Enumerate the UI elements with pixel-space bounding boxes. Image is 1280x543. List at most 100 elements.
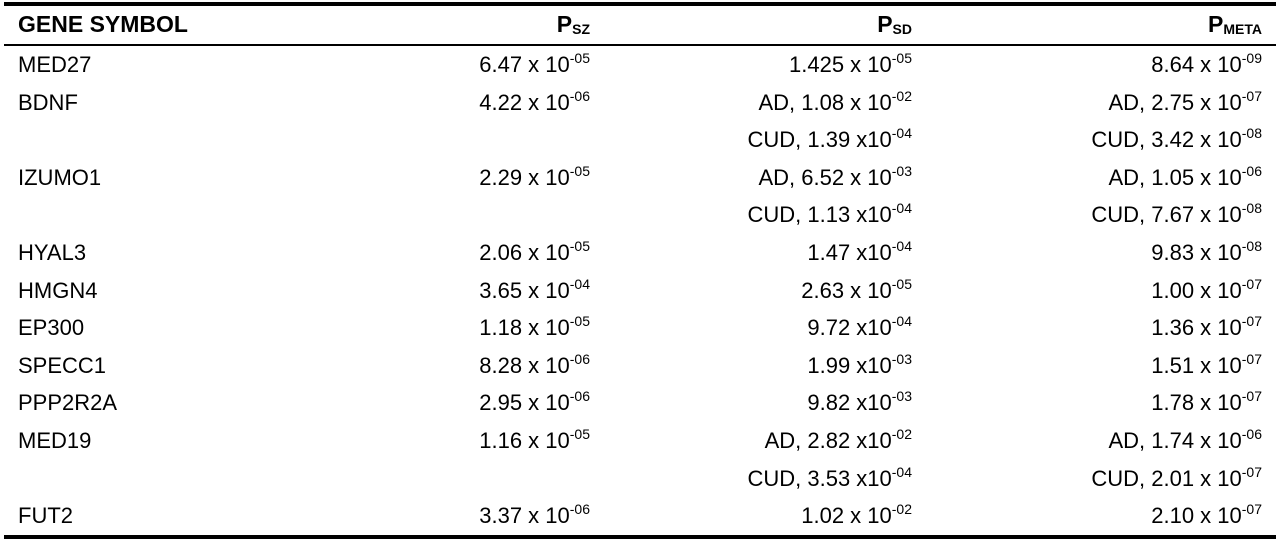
- header-gene: GENE SYMBOL: [18, 11, 188, 37]
- exponent: -05: [569, 313, 590, 330]
- mantissa: CUD, 2.01 x 10: [1091, 465, 1242, 491]
- exponent: -09: [1241, 50, 1262, 66]
- exponent: -07: [1241, 313, 1262, 330]
- p-sd: CUD, 1.39 x10-04: [747, 121, 912, 161]
- exponent: -03: [891, 162, 912, 179]
- p-sz: 1.16 x 10-05: [479, 422, 590, 462]
- p-sd: AD, 1.08 x 10-02: [758, 84, 912, 124]
- p-sd: 1.02 x 10-02: [801, 497, 912, 537]
- p-meta: CUD, 7.67 x 10-08: [1091, 196, 1262, 236]
- mantissa: 2.95 x 10: [479, 390, 570, 416]
- p-meta: CUD, 2.01 x 10-07: [1091, 460, 1262, 500]
- p-sd: 1.99 x10-03: [807, 347, 912, 387]
- exponent: -06: [569, 501, 590, 518]
- exponent: -05: [569, 238, 590, 254]
- exponent: -07: [1241, 87, 1262, 104]
- mantissa: 2.06 x 10: [479, 240, 570, 265]
- p-sd: CUD, 1.13 x10-04: [747, 196, 912, 236]
- p-meta: 1.78 x 10-07: [1151, 384, 1262, 424]
- mantissa: 9.83 x 10: [1151, 240, 1242, 265]
- mantissa: 2.63 x 10: [801, 277, 892, 303]
- gene-symbol: PPP2R2A: [18, 390, 118, 416]
- header-subscript: SD: [892, 21, 912, 37]
- mantissa: 6.47 x 10: [479, 52, 570, 77]
- mantissa: AD, 2.75 x 10: [1108, 89, 1242, 115]
- exponent: -04: [891, 463, 912, 480]
- gene-symbol: MED19: [18, 428, 92, 453]
- exponent: -05: [891, 50, 912, 66]
- gene-symbol: HYAL3: [18, 240, 87, 265]
- mantissa: CUD, 1.39 x10: [747, 127, 892, 153]
- p-meta: 9.83 x 10-08: [1151, 234, 1262, 274]
- exponent: -03: [891, 350, 912, 367]
- mantissa: CUD, 3.53 x10: [747, 465, 892, 491]
- p-meta: AD, 2.75 x 10-07: [1108, 84, 1262, 124]
- p-sz: 8.28 x 10-06: [479, 347, 590, 387]
- exponent: -03: [891, 388, 912, 405]
- mantissa: 1.47 x10: [807, 240, 892, 265]
- p-sz: 4.22 x 10-06: [479, 84, 590, 124]
- p-sz: 2.06 x 10-05: [479, 234, 590, 274]
- mantissa: 1.02 x 10: [801, 503, 892, 529]
- header-p: P: [556, 11, 573, 37]
- mantissa: 2.29 x 10: [479, 164, 570, 190]
- p-sd: 1.47 x10-04: [807, 234, 912, 274]
- p-sd: AD, 2.82 x10-02: [765, 422, 912, 462]
- exponent: -07: [1241, 463, 1262, 480]
- exponent: -04: [891, 313, 912, 330]
- gene-symbol: EP300: [18, 315, 85, 341]
- p-sd: AD, 6.52 x 10-03: [758, 159, 912, 199]
- p-sz: 3.37 x 10-06: [479, 497, 590, 537]
- p-sz: 1.18 x 10-05: [479, 309, 590, 349]
- exponent: -07: [1241, 350, 1262, 367]
- exponent: -05: [569, 162, 590, 179]
- p-sd: 9.72 x10-04: [807, 309, 912, 349]
- p-meta: AD, 1.05 x 10-06: [1108, 159, 1262, 199]
- mantissa: 1.00 x 10: [1151, 277, 1242, 303]
- exponent: -08: [1241, 200, 1262, 217]
- gene-symbol: HMGN4: [18, 277, 98, 303]
- header-psd: PSD: [877, 6, 912, 46]
- p-sd: 9.82 x10-03: [807, 384, 912, 424]
- gene-symbol: MED27: [18, 52, 92, 77]
- mantissa: 1.36 x 10: [1151, 315, 1242, 341]
- exponent: -05: [569, 426, 590, 442]
- gene-symbol: BDNF: [18, 89, 78, 115]
- mantissa: AD, 1.74 x 10: [1108, 428, 1242, 453]
- exponent: -02: [891, 501, 912, 518]
- mantissa: 1.78 x 10: [1151, 390, 1242, 416]
- mantissa: 9.72 x10: [807, 315, 892, 341]
- header-rule: [4, 44, 1276, 46]
- p-meta: 1.51 x 10-07: [1151, 347, 1262, 387]
- p-sd: CUD, 3.53 x10-04: [747, 460, 912, 500]
- exponent: -06: [569, 350, 590, 367]
- exponent: -04: [569, 275, 590, 292]
- exponent: -08: [1241, 125, 1262, 142]
- mantissa: 1.99 x10: [807, 352, 892, 378]
- mantissa: 3.37 x 10: [479, 503, 570, 529]
- exponent: -06: [1241, 162, 1262, 179]
- p-sd: 1.425 x 10-05: [789, 46, 912, 86]
- bottom-rule: [4, 535, 1276, 539]
- mantissa: CUD, 7.67 x 10: [1091, 202, 1242, 228]
- exponent: -07: [1241, 275, 1262, 292]
- p-meta: 1.36 x 10-07: [1151, 309, 1262, 349]
- exponent: -05: [569, 50, 590, 66]
- p-sz: 2.29 x 10-05: [479, 159, 590, 199]
- top-rule: [4, 2, 1276, 6]
- exponent: -07: [1241, 501, 1262, 518]
- mantissa: 9.82 x10: [807, 390, 892, 416]
- header-pmeta: PMETA: [1208, 6, 1262, 46]
- exponent: -02: [891, 426, 912, 442]
- mantissa: 1.18 x 10: [479, 315, 570, 341]
- mantissa: AD, 1.08 x 10: [758, 89, 892, 115]
- mantissa: 1.51 x 10: [1151, 352, 1242, 378]
- exponent: -07: [1241, 388, 1262, 405]
- mantissa: CUD, 1.13 x10: [747, 202, 892, 228]
- p-meta: AD, 1.74 x 10-06: [1108, 422, 1262, 462]
- exponent: -06: [569, 87, 590, 104]
- header-subscript: META: [1223, 21, 1262, 37]
- p-sz: 6.47 x 10-05: [479, 46, 590, 86]
- exponent: -06: [569, 388, 590, 405]
